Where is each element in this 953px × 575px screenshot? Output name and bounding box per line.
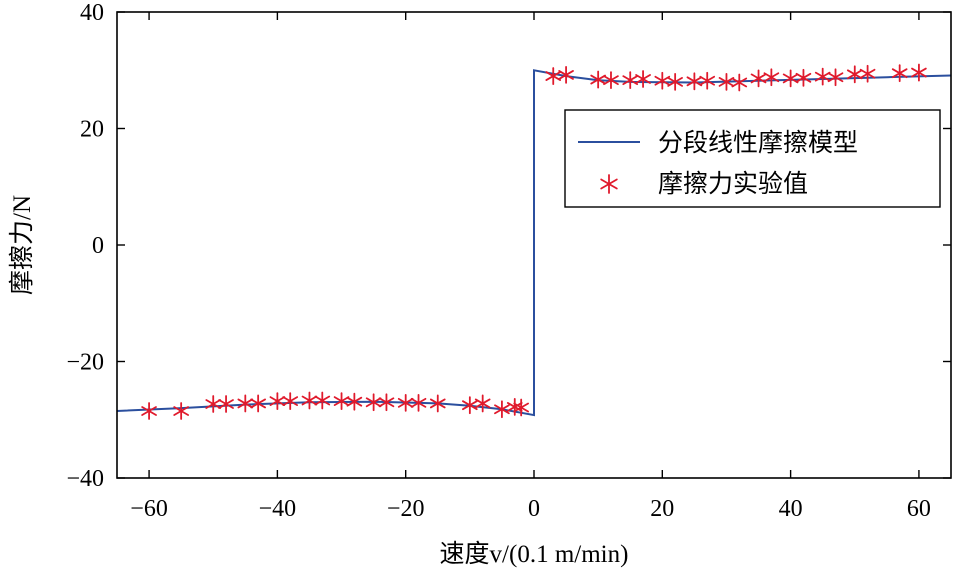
data-point	[603, 71, 619, 90]
data-point	[731, 73, 748, 92]
data-point	[314, 391, 331, 410]
data-point	[859, 64, 876, 83]
data-point	[506, 398, 523, 416]
legend: 分段线性摩擦模型 摩擦力实验值	[564, 109, 941, 208]
legend-line-label: 分段线性摩擦模型	[658, 128, 858, 157]
data-point	[911, 63, 927, 82]
data-point	[654, 71, 671, 90]
data-point	[365, 393, 382, 412]
data-point	[718, 73, 735, 91]
legend-box	[564, 109, 941, 208]
series-line-model	[116, 69, 952, 417]
data-point	[846, 65, 863, 84]
data-point	[378, 393, 395, 412]
data-point	[397, 393, 414, 412]
y-tick-label: −40	[66, 466, 104, 492]
x-tick-label: 60	[907, 496, 931, 522]
data-point	[333, 392, 350, 411]
y-tick-label: 20	[80, 117, 104, 143]
y-tick-label: −20	[66, 350, 104, 376]
data-point	[218, 395, 234, 413]
data-point	[814, 67, 831, 86]
y-tick-label: 0	[92, 233, 104, 259]
data-point	[269, 392, 286, 411]
data-point	[782, 69, 799, 88]
data-point	[590, 70, 606, 89]
data-point	[558, 66, 574, 84]
data-point	[494, 400, 510, 419]
data-point	[410, 393, 427, 412]
data-point	[891, 64, 908, 83]
axis-ticks: −60 −40 −20 0 20 40 60 −40 −20 0 20 40	[66, 0, 951, 522]
data-point	[462, 396, 478, 415]
x-tick-label: −60	[130, 496, 168, 522]
data-point	[141, 402, 157, 420]
data-point	[282, 392, 299, 411]
x-tick-label: 20	[650, 496, 674, 522]
data-point	[237, 394, 254, 413]
legend-scatter-swatch	[600, 174, 618, 194]
data-point	[173, 402, 189, 420]
data-point	[763, 68, 780, 87]
x-tick-label: 40	[779, 496, 803, 522]
data-point	[513, 398, 529, 417]
data-point	[301, 391, 318, 410]
legend-scatter-label: 摩擦力实验值	[658, 169, 808, 198]
legend-asterisk-icon	[600, 174, 618, 194]
data-point	[795, 68, 812, 87]
data-point	[622, 71, 639, 90]
plot-marks	[116, 63, 952, 420]
data-point	[827, 68, 844, 87]
data-point	[635, 70, 651, 88]
data-point	[250, 394, 266, 413]
data-point	[346, 392, 363, 411]
data-point	[750, 69, 767, 88]
data-point	[545, 67, 562, 85]
data-point	[429, 394, 446, 413]
x-tick-label: −40	[259, 496, 297, 522]
y-tick-label: 40	[80, 0, 104, 26]
y-axis-label: 摩擦力/N	[8, 195, 36, 295]
data-point	[667, 73, 683, 91]
data-point	[686, 72, 703, 91]
x-tick-label: 0	[528, 496, 540, 522]
x-tick-label: −20	[387, 496, 425, 522]
data-point	[699, 71, 716, 90]
data-point	[205, 395, 222, 413]
x-axis-label: 速度v/(0.1 m/min)	[440, 540, 629, 568]
data-point	[474, 394, 491, 413]
